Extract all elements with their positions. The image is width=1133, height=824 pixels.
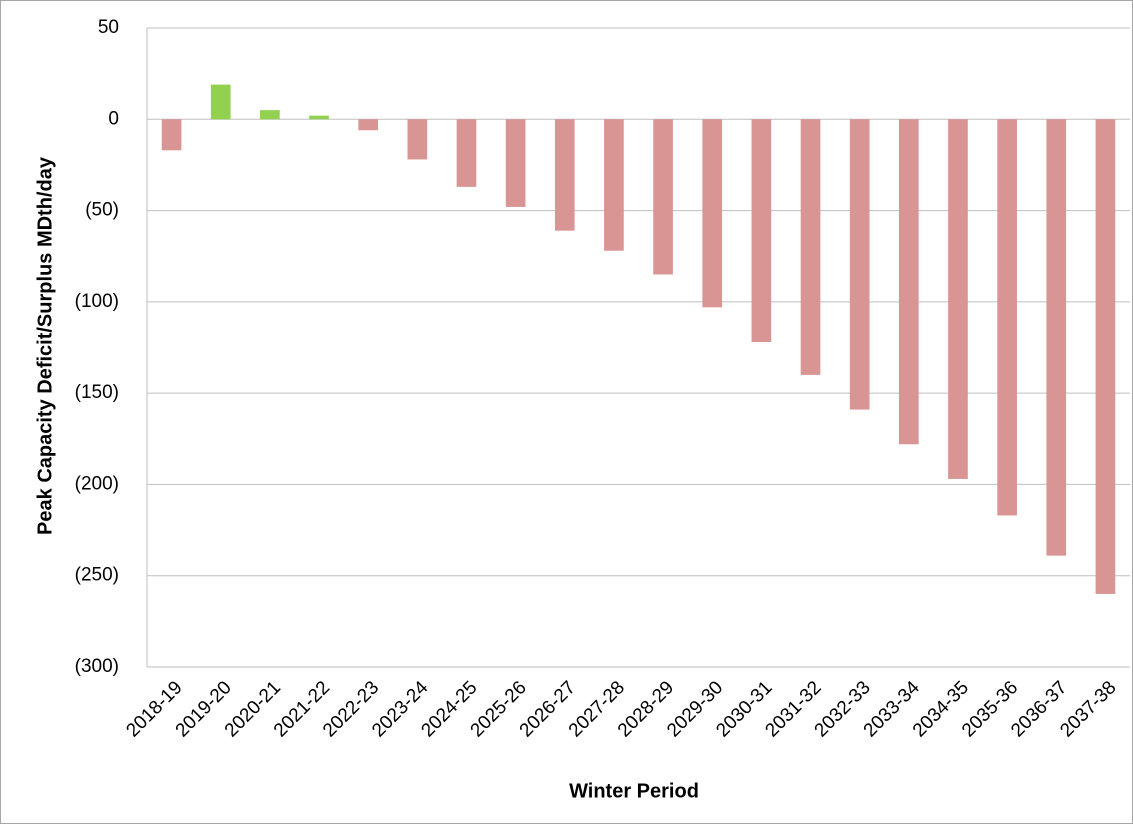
bar <box>997 119 1017 516</box>
y-tick-label: (200) <box>75 473 119 494</box>
bar <box>1046 119 1067 556</box>
bar <box>653 119 673 275</box>
bar <box>702 119 723 308</box>
bar <box>358 119 379 131</box>
bar <box>898 119 919 445</box>
y-tick-label: (150) <box>75 382 119 403</box>
y-tick-label: (300) <box>75 656 119 677</box>
bar <box>849 119 870 410</box>
y-tick-label: 50 <box>98 17 119 38</box>
bar <box>505 119 526 207</box>
bar <box>260 110 280 120</box>
bar <box>456 119 477 187</box>
y-tick-label: (50) <box>85 200 119 221</box>
bar <box>948 119 968 479</box>
x-axis-title: Winter Period <box>569 780 699 802</box>
bar <box>800 119 821 375</box>
bar <box>604 119 624 251</box>
bar <box>161 119 182 151</box>
bar <box>751 119 772 343</box>
y-tick-label: 0 <box>108 108 119 129</box>
bar <box>1095 119 1116 594</box>
bar <box>554 119 575 231</box>
bar <box>210 84 231 120</box>
bar <box>407 119 428 160</box>
y-axis-title: Peak Capacity Deficit/Surplus MDth/day <box>34 156 56 535</box>
bar <box>309 115 329 120</box>
y-tick-label: (250) <box>75 565 119 586</box>
y-tick-label: (100) <box>75 291 119 312</box>
